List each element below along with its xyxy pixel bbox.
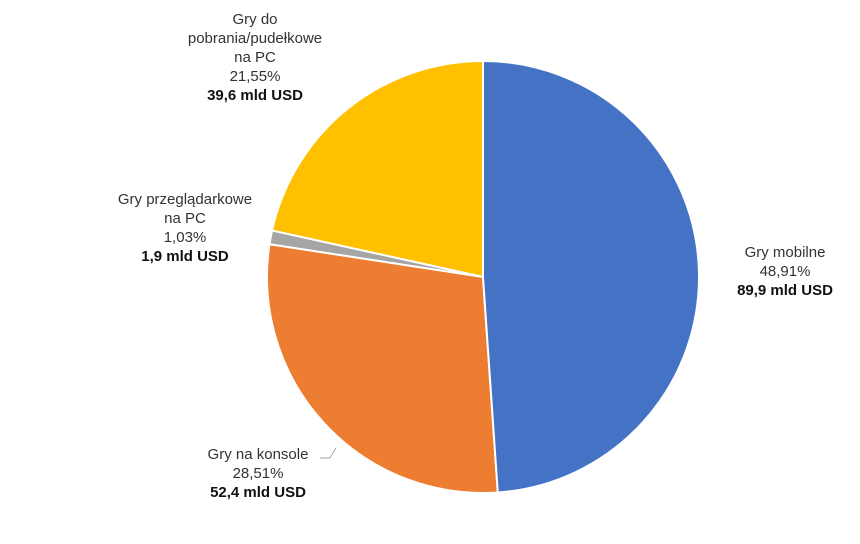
percent-label: 48,91% [759,263,811,280]
amount-label: 89,9 mld USD [737,282,833,299]
percent-label: 28,51% [232,465,284,482]
category-label: Gry na konsole [207,446,309,463]
pie-slice [482,59,701,494]
percent-label: 1,03% [163,229,207,246]
slice-label: Gry na konsole 28,51% 52,4 mld USD [168,445,348,502]
amount-label: 1,9 mld USD [141,248,229,265]
category-label: Gry mobilne [744,244,826,261]
category-label: Gry do pobrania/pudełkowe na PC [187,11,323,66]
pie-slice [266,243,499,494]
leader-line [320,447,337,459]
amount-label: 39,6 mld USD [207,87,303,104]
category-label: Gry przeglądarkowe na PC [117,191,253,227]
percent-label: 21,55% [229,68,281,85]
slice-label: Gry do pobrania/pudełkowe na PC 21,55% 39,… [165,10,345,105]
pie-slice [270,59,484,279]
slice-label: Gry przeglądarkowe na PC 1,03% 1,9 mld USD [95,190,275,266]
amount-label: 52,4 mld USD [210,484,306,501]
slice-label: Gry mobilne 48,91% 89,9 mld USD [695,243,860,300]
